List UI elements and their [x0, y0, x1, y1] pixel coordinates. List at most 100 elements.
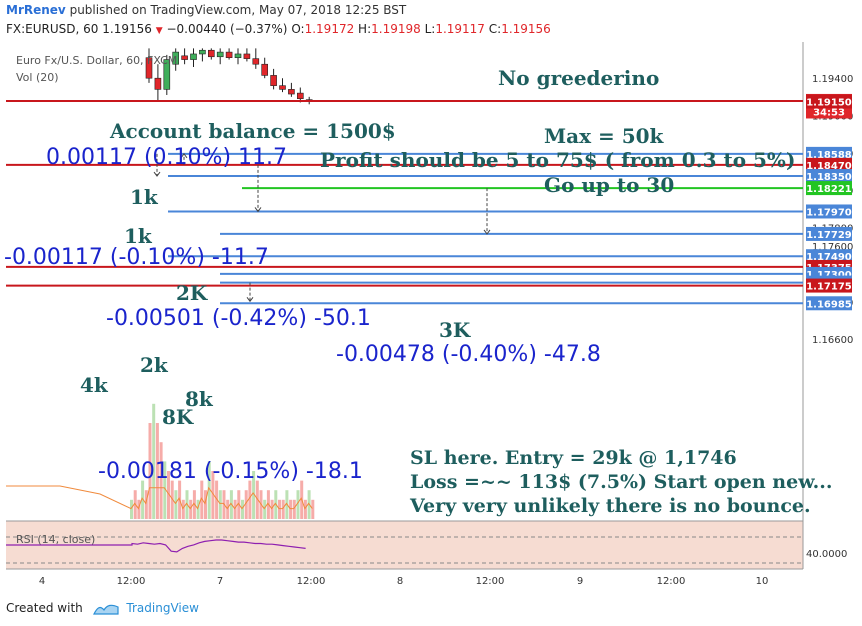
volume-bar	[244, 490, 248, 519]
volume-bar	[207, 461, 211, 519]
candle-body	[225, 51, 233, 58]
candle-body	[243, 53, 251, 59]
measure-arrow-head	[153, 171, 161, 177]
note-profit[interactable]: Profit should be 5 to 75$ ( from 0.3 to …	[320, 148, 796, 172]
measure-arrow-head	[180, 153, 188, 159]
volume-bar	[296, 490, 300, 519]
price-label: 1.17729	[806, 230, 852, 241]
lot-label-8[interactable]: 8K	[162, 405, 194, 429]
note-account[interactable]: Account balance = 1500$	[110, 119, 396, 143]
volume-bar	[289, 499, 293, 519]
candle-body	[261, 63, 269, 76]
price-label-bg	[806, 296, 852, 311]
lot-label-6[interactable]: 4k	[80, 373, 108, 397]
volume-bar	[241, 499, 244, 519]
volume-bar	[218, 490, 222, 519]
measure-3[interactable]: -0.00501 (-0.42%) -50.1	[106, 306, 371, 331]
author-name[interactable]: MrRenev	[6, 3, 66, 17]
lot-label-5[interactable]: 2k	[140, 353, 168, 377]
volume-bar	[292, 499, 296, 519]
volume-bar	[137, 499, 141, 519]
price-label-bg	[806, 157, 852, 172]
lot-label-2[interactable]: 1k	[124, 224, 152, 248]
symbol-name: FX:EURUSD, 60	[6, 22, 99, 36]
volume-bar	[252, 471, 256, 519]
price-label: 1.16985	[806, 299, 852, 310]
price-label-bg	[806, 146, 852, 161]
price-label: 1.18221	[806, 184, 852, 195]
volume-bar	[248, 480, 252, 519]
candle-body	[296, 92, 304, 100]
rsi-legend[interactable]: RSI (14, close)	[16, 533, 96, 546]
measure-2[interactable]: -0.00117 (-0.10%) -11.7	[4, 245, 269, 270]
x-tick-label: 10	[756, 576, 769, 587]
x-tick-label: 4	[39, 576, 45, 587]
down-arrow-icon: ▼	[155, 26, 163, 36]
y-tick-label: 1.19400	[812, 74, 853, 85]
tradingview-logo-icon[interactable]	[92, 602, 119, 616]
volume-bar	[263, 499, 267, 519]
measure-1[interactable]: 0.00117 (0.10%) 11.7	[46, 145, 288, 170]
note-sl[interactable]: SL here. Entry = 29k @ 1,1746	[410, 447, 737, 469]
price-label: 34:53	[813, 107, 845, 118]
candle-body	[181, 55, 188, 60]
series-legend[interactable]: Euro Fx/U.S. Dollar, 60, FXCM	[16, 54, 178, 67]
note-no-greed[interactable]: No greederino	[498, 66, 660, 90]
candle-body	[216, 51, 224, 58]
volume-bar	[226, 499, 230, 519]
price-label: 1.17490	[806, 252, 852, 263]
measure-4[interactable]: -0.00478 (-0.40%) -47.8	[336, 342, 601, 367]
price-label: 1.18350	[806, 172, 852, 183]
symbol-quote-line: FX:EURUSD, 60 1.19156 ▼ −0.00440 (−0.37%…	[6, 22, 551, 36]
lot-label-1[interactable]: 1k	[130, 185, 158, 209]
volume-bar	[189, 499, 193, 519]
open-value: 1.19172	[304, 22, 355, 36]
volume-legend[interactable]: Vol (20)	[16, 71, 59, 84]
price-label: 1.17300	[806, 270, 852, 281]
volume-bar	[281, 499, 285, 519]
price-label: 1.19150	[806, 98, 852, 109]
volume-bar	[152, 403, 156, 519]
main-pane	[6, 42, 803, 520]
price-change: −0.00440 (−0.37%)	[166, 22, 288, 36]
lot-label-4[interactable]: 3K	[439, 318, 471, 342]
tradingview-brand[interactable]: TradingView	[126, 601, 199, 615]
note-bounce[interactable]: Very very unlikely there is no bounce.	[410, 495, 811, 517]
lot-label-7[interactable]: 8k	[185, 387, 213, 411]
candle-body	[199, 49, 206, 55]
volume-bar	[174, 490, 178, 519]
close-value: 1.19156	[501, 22, 551, 36]
candle-body	[234, 53, 242, 58]
candle-body	[252, 58, 260, 65]
candle-body	[154, 77, 162, 90]
last-price: 1.19156	[102, 22, 152, 36]
price-label-bg	[806, 181, 852, 196]
volume-bar	[163, 461, 167, 519]
volume-ma-line	[6, 485, 313, 510]
note-max[interactable]: Max = 50k	[544, 124, 664, 148]
measure-5[interactable]: -0.00181 (-0.15%) -18.1	[98, 459, 363, 484]
price-label: 1.18588	[806, 150, 852, 161]
price-label-bg	[806, 249, 852, 264]
volume-bar	[144, 490, 148, 519]
candle-body	[172, 51, 179, 65]
note-go-up[interactable]: Go up to 30	[544, 173, 675, 197]
candle-body	[288, 89, 295, 95]
note-loss[interactable]: Loss =~~ 113$ (7.5%) Start open new...	[410, 471, 833, 493]
volume-bar	[196, 499, 200, 519]
rsi-pane	[6, 521, 803, 569]
volume-bar	[211, 471, 215, 519]
price-label: 1.17970	[806, 207, 852, 218]
low-value: 1.19117	[435, 22, 485, 36]
x-tick-label: 9	[577, 576, 583, 587]
high-label: H:	[358, 22, 372, 36]
measure-arrow-head	[254, 207, 262, 213]
volume-bar	[181, 499, 185, 519]
candle-body	[270, 75, 277, 86]
lot-label-3[interactable]: 2K	[176, 281, 208, 305]
x-tick-label: 7	[217, 576, 223, 587]
price-label: 1.17175	[806, 282, 852, 293]
candle-body	[190, 53, 197, 60]
close-label: C:	[488, 22, 502, 36]
